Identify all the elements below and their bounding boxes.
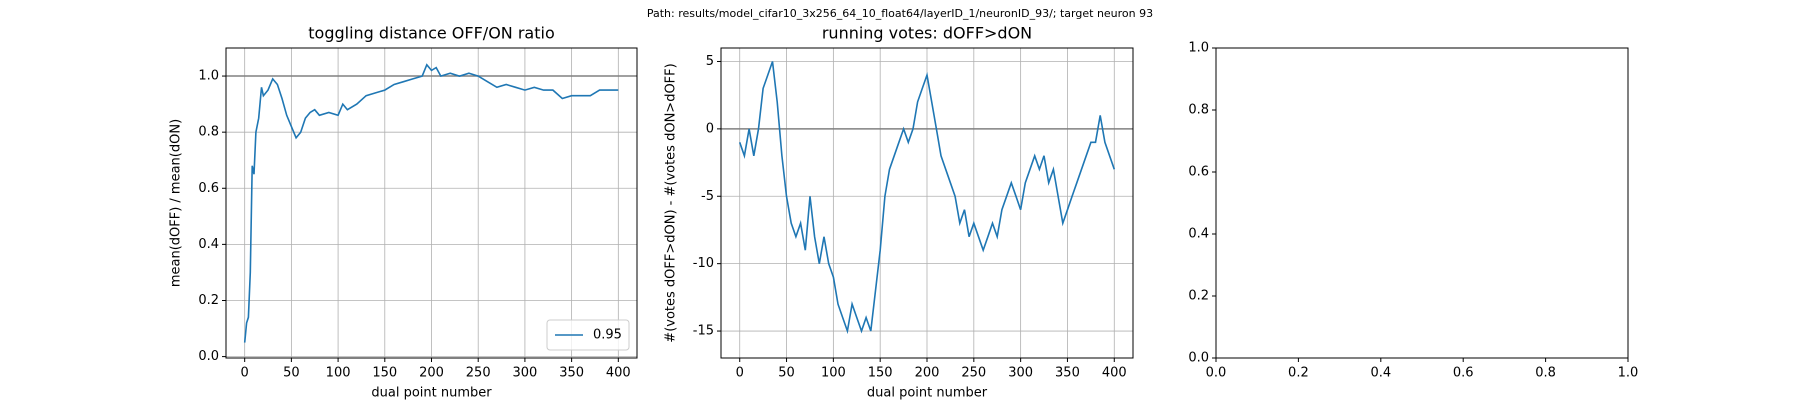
y-tick-label: 0.8 xyxy=(198,125,219,140)
x-tick-label: 350 xyxy=(1055,366,1080,381)
x-tick-label: 50 xyxy=(283,366,300,381)
x-tick-label: 350 xyxy=(559,366,584,381)
x-tick-label: 0.8 xyxy=(1535,366,1556,381)
x-tick-label: 400 xyxy=(606,366,631,381)
x-tick-label: 200 xyxy=(419,366,444,381)
y-tick-label: -5 xyxy=(701,189,714,204)
x-tick-label: 0 xyxy=(736,366,744,381)
x-tick-label: 250 xyxy=(466,366,491,381)
y-tick-label: -15 xyxy=(693,324,714,339)
x-tick-label: 100 xyxy=(821,366,846,381)
y-tick-label: 0.8 xyxy=(1188,103,1209,118)
x-tick-label: 1.0 xyxy=(1618,366,1639,381)
x-tick-label: 100 xyxy=(326,366,351,381)
y-tick-label: 1.0 xyxy=(198,69,219,84)
y-tick-label: 0.2 xyxy=(1188,289,1209,304)
legend-box xyxy=(546,319,630,351)
y-tick-label: 0 xyxy=(706,121,714,136)
x-tick-label: 0.0 xyxy=(1206,366,1227,381)
y-tick-label: 1.0 xyxy=(1188,41,1209,56)
y-tick-label: 5 xyxy=(706,54,714,69)
y-tick-label: 0.2 xyxy=(198,293,219,308)
y-tick-label: 0.4 xyxy=(1188,227,1209,242)
y-axis-label: #(votes dOFF>dON) - #(votes dON>dOFF) xyxy=(664,63,679,342)
x-tick-label: 150 xyxy=(372,366,397,381)
x-tick-label: 400 xyxy=(1102,366,1127,381)
x-tick-label: 0.2 xyxy=(1288,366,1309,381)
x-tick-label: 300 xyxy=(1008,366,1033,381)
axes: 0.0 0.2 0.4 0.6 0.8 1.0 0.0 0.2 0.4 0.6 0.8 1.0 xyxy=(1188,41,1638,381)
axes-title: toggling distance OFF/ON ratio xyxy=(308,24,554,43)
x-tick-label: 150 xyxy=(868,366,893,381)
x-tick-label: 0 xyxy=(241,366,249,381)
x-tick-label: 50 xyxy=(778,366,795,381)
axes-frame xyxy=(720,47,1134,359)
y-tick-label: 0.6 xyxy=(198,181,219,196)
axes: 0 50 100 150 200 250 300 350 400 0.0 0.2 0.4 0.6 0.8 1… xyxy=(169,24,638,400)
x-tick-label: 200 xyxy=(915,366,940,381)
y-tick-label: 0.0 xyxy=(1188,351,1209,366)
x-tick-label: 250 xyxy=(961,366,986,381)
y-axis-label: mean(dOFF) / mean(dON) xyxy=(169,119,184,287)
y-tick-label: -10 xyxy=(693,256,714,271)
x-axis-label: dual point number xyxy=(371,386,492,400)
x-tick-label: 300 xyxy=(512,366,537,381)
x-tick-label: 0.6 xyxy=(1453,366,1474,381)
x-axis-label: dual point number xyxy=(867,386,988,400)
axes-title: running votes: dOFF>dON xyxy=(822,24,1032,43)
suptitle: Path: results/model_cifar10_3x256_64_10_… xyxy=(647,7,1153,20)
axes-frame xyxy=(1215,47,1629,359)
line xyxy=(243,63,619,343)
y-tick-label: 0.6 xyxy=(1188,165,1209,180)
y-tick-label: 0.0 xyxy=(198,349,219,364)
axes: 0 50 100 150 200 250 300 350 400 -15 -10 -5 0 5 runnin… xyxy=(664,24,1134,400)
y-tick-label: 0.4 xyxy=(198,237,219,252)
x-tick-label: 0.4 xyxy=(1370,366,1391,381)
legend-label: 0.95 xyxy=(593,328,622,343)
line xyxy=(738,61,1116,335)
axes-frame xyxy=(225,47,638,359)
